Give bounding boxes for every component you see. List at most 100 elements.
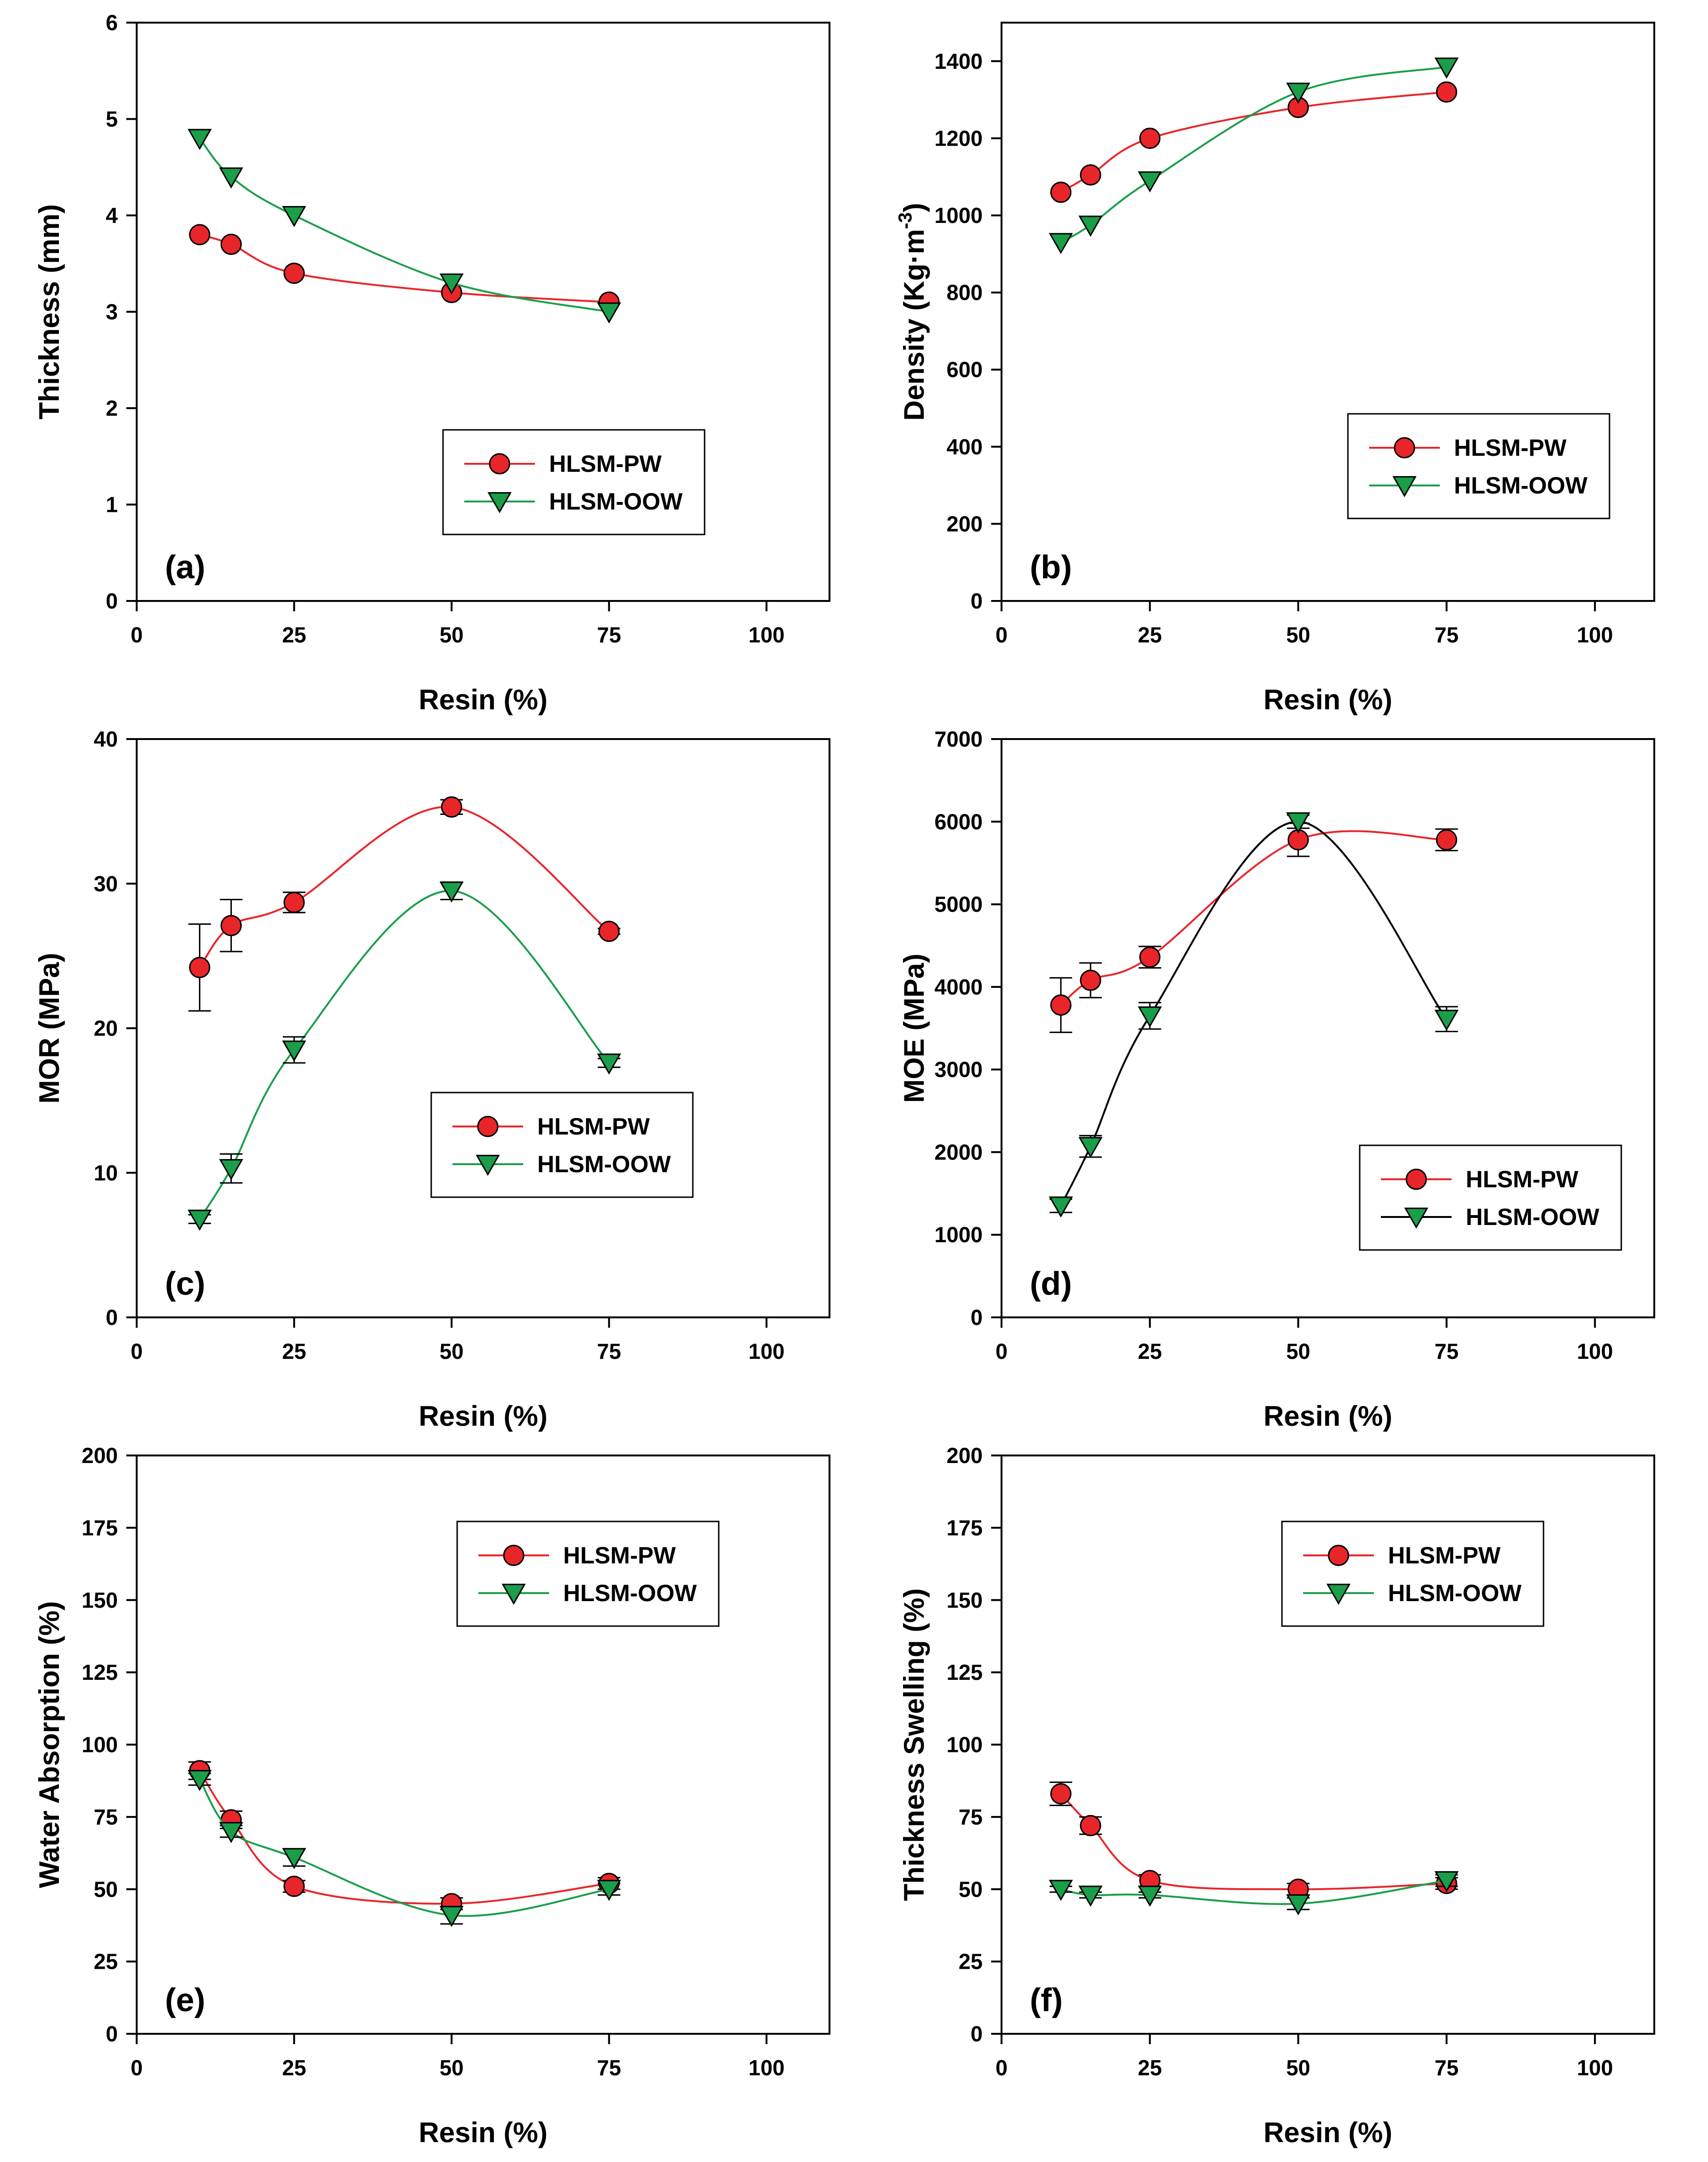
series-hlsm-oow bbox=[188, 881, 621, 1231]
y-tick-label: 150 bbox=[946, 1588, 983, 1612]
y-tick-label: 1000 bbox=[935, 1223, 983, 1247]
y-tick-label: 5 bbox=[106, 107, 118, 132]
y-tick-label: 200 bbox=[82, 1443, 118, 1468]
y-tick-label: 3 bbox=[106, 300, 118, 324]
data-point bbox=[283, 1875, 305, 1897]
data-point bbox=[219, 167, 244, 189]
plot-frame bbox=[136, 738, 830, 1318]
data-point bbox=[1138, 171, 1162, 193]
data-point bbox=[1080, 1815, 1101, 1836]
x-tick-label: 25 bbox=[282, 623, 306, 647]
data-point bbox=[282, 206, 306, 227]
y-axis-title: Thickness Swelling (%) bbox=[898, 1588, 930, 1901]
legend-label: HLSM-OOW bbox=[1454, 472, 1588, 499]
x-tick-label: 25 bbox=[282, 2055, 306, 2080]
legend: HLSM-PW HLSM-OOW bbox=[456, 1521, 720, 1627]
x-tick-label: 50 bbox=[1286, 2055, 1310, 2080]
y-tick-label: 100 bbox=[946, 1733, 983, 1757]
legend-marker bbox=[1326, 1584, 1351, 1605]
legend-marker bbox=[477, 1116, 499, 1137]
legend-label: HLSM-OOW bbox=[549, 488, 683, 515]
plot-frame bbox=[1001, 22, 1655, 602]
series-line bbox=[198, 1779, 609, 1917]
chart-panel-d: 0 25 50 75 10001000200030004000500060007000R… bbox=[898, 727, 1655, 1432]
series-hlsm-pw bbox=[1050, 81, 1457, 203]
series-hlsm-oow bbox=[1049, 812, 1459, 1218]
legend-label: HLSM-PW bbox=[549, 451, 662, 477]
data-point bbox=[1286, 82, 1311, 104]
y-tick-label: 4 bbox=[106, 203, 118, 228]
x-tick-label: 0 bbox=[995, 2055, 1008, 2080]
x-tick-label: 75 bbox=[597, 2055, 621, 2080]
data-point bbox=[439, 273, 464, 295]
x-axis-title: Resin (%) bbox=[1264, 2117, 1392, 2148]
y-axis-title-main: Thickness (mm) bbox=[33, 204, 65, 419]
legend-marker bbox=[476, 1155, 500, 1176]
x-tick-label: 100 bbox=[748, 2055, 785, 2080]
x-axis-title: Resin (%) bbox=[1264, 1400, 1392, 1432]
x-tick-label: 0 bbox=[131, 2055, 143, 2080]
data-point bbox=[1078, 215, 1103, 237]
y-tick-label: 200 bbox=[946, 511, 983, 536]
legend-marker bbox=[489, 453, 510, 475]
data-point bbox=[1049, 1196, 1073, 1218]
panel-tag: (a) bbox=[165, 549, 205, 585]
y-axis-title: Thickness (mm) bbox=[33, 204, 65, 419]
x-tick-label: 50 bbox=[440, 1339, 464, 1364]
data-point bbox=[1286, 1894, 1311, 1915]
data-point bbox=[189, 224, 211, 246]
y-tick-label: 125 bbox=[946, 1660, 983, 1685]
x-tick-label: 100 bbox=[1577, 2055, 1613, 2080]
x-axis-title: Resin (%) bbox=[419, 684, 547, 715]
legend-label: HLSM-PW bbox=[1466, 1166, 1579, 1192]
y-tick-label: 125 bbox=[82, 1660, 118, 1685]
data-point bbox=[220, 915, 242, 937]
y-tick-label: 1000 bbox=[935, 203, 983, 228]
y-tick-label: 1200 bbox=[935, 126, 983, 150]
x-tick-label: 50 bbox=[1286, 1339, 1310, 1364]
series-hlsm-oow bbox=[1049, 1871, 1459, 1915]
data-point bbox=[597, 1880, 621, 1901]
y-tick-label: 20 bbox=[94, 1016, 118, 1041]
y-tick-label: 50 bbox=[94, 1877, 118, 1901]
legend-label: HLSM-OOW bbox=[1388, 1580, 1522, 1606]
y-axis-title-end: ) bbox=[898, 203, 930, 212]
data-point bbox=[1049, 233, 1073, 255]
legend-box bbox=[430, 1092, 694, 1198]
x-tick-label: 75 bbox=[1435, 1339, 1459, 1364]
data-point bbox=[1050, 181, 1072, 203]
y-tick-label: 1 bbox=[106, 493, 118, 517]
y-tick-label: 25 bbox=[94, 1949, 118, 1974]
series-hlsm-pw bbox=[189, 224, 620, 313]
data-point bbox=[597, 1053, 621, 1075]
data-point bbox=[1434, 1871, 1459, 1892]
data-point bbox=[189, 957, 211, 978]
legend-label: HLSM-OOW bbox=[537, 1151, 671, 1177]
legend-box bbox=[1347, 413, 1610, 519]
y-tick-label: 75 bbox=[959, 1805, 983, 1829]
y-axis-title-main: Water Absorption (%) bbox=[33, 1601, 65, 1888]
legend-box bbox=[1359, 1144, 1622, 1251]
data-point bbox=[219, 1822, 244, 1843]
data-point bbox=[188, 129, 212, 150]
legend-label: HLSM-PW bbox=[1388, 1542, 1501, 1569]
legend-label: HLSM-OOW bbox=[563, 1580, 697, 1606]
data-point bbox=[283, 892, 305, 913]
series-hlsm-oow bbox=[1049, 58, 1459, 255]
panel-tag: (b) bbox=[1030, 549, 1072, 585]
x-tick-label: 75 bbox=[1435, 2055, 1459, 2080]
x-tick-label: 75 bbox=[1435, 623, 1459, 647]
chart-panel-e: 0 25 50 75 100 0 25 50 75 100 125 150 175 200 Resin (%… bbox=[33, 1443, 830, 2148]
data-point bbox=[441, 796, 462, 818]
y-tick-label: 50 bbox=[959, 1877, 983, 1901]
y-tick-label: 0 bbox=[970, 1305, 983, 1330]
data-point bbox=[1434, 1010, 1459, 1031]
y-tick-label: 400 bbox=[946, 435, 983, 459]
data-point bbox=[1078, 1885, 1103, 1907]
y-axis-title-main: MOR (MPa) bbox=[33, 953, 65, 1104]
data-point bbox=[1049, 1880, 1073, 1901]
legend-label: HLSM-PW bbox=[537, 1113, 650, 1140]
series-line bbox=[198, 1770, 609, 1905]
x-axis-title: Resin (%) bbox=[1264, 684, 1392, 715]
